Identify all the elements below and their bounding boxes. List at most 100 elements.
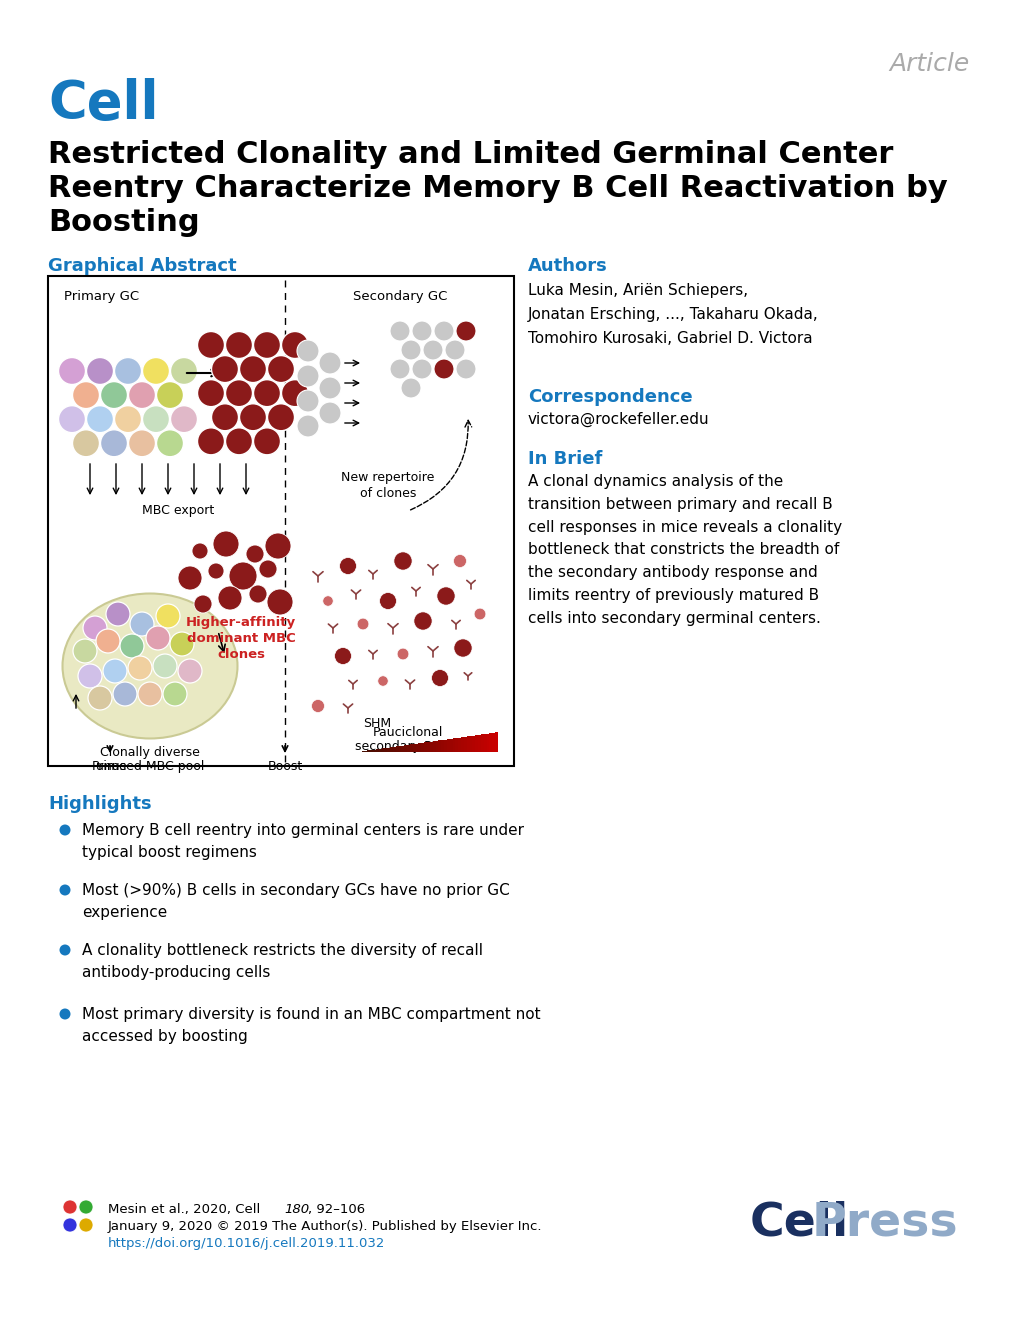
Circle shape: [322, 596, 333, 606]
Circle shape: [211, 404, 238, 430]
Text: Secondary GC: Secondary GC: [353, 290, 446, 303]
Circle shape: [267, 356, 294, 383]
Circle shape: [153, 654, 177, 678]
Circle shape: [88, 686, 112, 710]
Bar: [458, 737, 461, 752]
Bar: [438, 740, 441, 752]
Circle shape: [198, 428, 224, 455]
Circle shape: [194, 594, 212, 613]
Text: dominant MBC: dominant MBC: [186, 632, 296, 645]
Text: Article: Article: [889, 52, 969, 75]
Circle shape: [59, 825, 70, 835]
Text: In Brief: In Brief: [528, 450, 602, 467]
Circle shape: [87, 357, 113, 384]
Text: January 9, 2020 © 2019 The Author(s). Published by Elsevier Inc.: January 9, 2020 © 2019 The Author(s). Pu…: [108, 1219, 542, 1233]
Circle shape: [259, 560, 277, 579]
Text: 180: 180: [283, 1204, 309, 1215]
Circle shape: [170, 405, 198, 433]
Text: victora@rockefeller.edu: victora@rockefeller.edu: [528, 412, 709, 428]
Circle shape: [389, 359, 410, 379]
Circle shape: [87, 405, 113, 433]
Circle shape: [208, 563, 224, 579]
Bar: [478, 735, 481, 752]
Text: Restricted Clonality and Limited Germinal Center: Restricted Clonality and Limited Germina…: [48, 140, 893, 169]
Circle shape: [334, 647, 352, 665]
Bar: [384, 748, 387, 752]
Bar: [446, 739, 449, 752]
Circle shape: [128, 381, 155, 409]
Text: Boosting: Boosting: [48, 208, 200, 237]
Text: Luka Mesin, Ariën Schiepers,
Jonatan Ersching, ..., Takaharu Okada,
Tomohiro Kur: Luka Mesin, Ariën Schiepers, Jonatan Ers…: [528, 283, 818, 346]
Circle shape: [414, 612, 432, 630]
Circle shape: [127, 655, 152, 681]
Circle shape: [178, 659, 202, 683]
Bar: [432, 741, 435, 752]
Bar: [454, 737, 458, 752]
Circle shape: [63, 1200, 76, 1214]
Circle shape: [431, 670, 448, 686]
Circle shape: [357, 618, 369, 630]
Circle shape: [474, 608, 485, 620]
Bar: [387, 748, 389, 752]
Bar: [48, 275, 514, 767]
Circle shape: [281, 331, 308, 359]
Circle shape: [225, 331, 253, 359]
Circle shape: [379, 593, 396, 609]
Circle shape: [156, 604, 179, 628]
Bar: [395, 747, 398, 752]
Text: Pauciclonal: Pauciclonal: [373, 726, 442, 739]
Circle shape: [192, 543, 208, 559]
Bar: [464, 736, 467, 752]
Circle shape: [77, 665, 102, 688]
Circle shape: [156, 381, 183, 409]
Circle shape: [281, 380, 308, 406]
Text: secondary PB/PC: secondary PB/PC: [355, 740, 461, 753]
FancyArrowPatch shape: [411, 420, 471, 510]
Text: MBC export: MBC export: [142, 504, 214, 516]
Circle shape: [59, 884, 70, 895]
Circle shape: [72, 381, 100, 409]
Bar: [407, 745, 410, 752]
Bar: [469, 736, 472, 752]
Bar: [494, 732, 497, 752]
Text: Correspondence: Correspondence: [528, 388, 692, 406]
Circle shape: [319, 352, 340, 373]
Circle shape: [211, 356, 238, 383]
Text: A clonality bottleneck restricts the diversity of recall
antibody-producing cell: A clonality bottleneck restricts the div…: [82, 943, 483, 980]
Bar: [443, 740, 446, 752]
Circle shape: [393, 552, 412, 571]
Circle shape: [455, 320, 476, 342]
Circle shape: [78, 1218, 93, 1233]
Circle shape: [218, 587, 242, 610]
Circle shape: [59, 1009, 70, 1019]
Circle shape: [114, 405, 142, 433]
Bar: [492, 732, 494, 752]
Bar: [481, 735, 483, 752]
Circle shape: [63, 1218, 76, 1233]
Text: Prime: Prime: [92, 760, 127, 773]
Circle shape: [83, 616, 107, 639]
Text: SHM: SHM: [363, 718, 390, 730]
Circle shape: [128, 430, 155, 457]
Text: Memory B cell reentry into germinal centers is rare under
typical boost regimens: Memory B cell reentry into germinal cent…: [82, 824, 524, 861]
Circle shape: [254, 331, 280, 359]
Circle shape: [267, 404, 294, 430]
Bar: [398, 745, 401, 752]
Circle shape: [143, 357, 169, 384]
Circle shape: [433, 320, 453, 342]
Bar: [378, 749, 381, 752]
Circle shape: [143, 405, 169, 433]
Text: Graphical Abstract: Graphical Abstract: [48, 257, 236, 275]
Circle shape: [170, 357, 198, 384]
Text: Primary GC: Primary GC: [64, 290, 139, 303]
Circle shape: [113, 682, 137, 706]
Circle shape: [249, 585, 267, 602]
Circle shape: [213, 531, 238, 557]
Circle shape: [455, 359, 476, 379]
Circle shape: [436, 587, 454, 605]
Bar: [424, 743, 427, 752]
Bar: [373, 749, 376, 752]
Circle shape: [311, 699, 324, 712]
Circle shape: [225, 428, 253, 455]
Circle shape: [265, 534, 290, 559]
